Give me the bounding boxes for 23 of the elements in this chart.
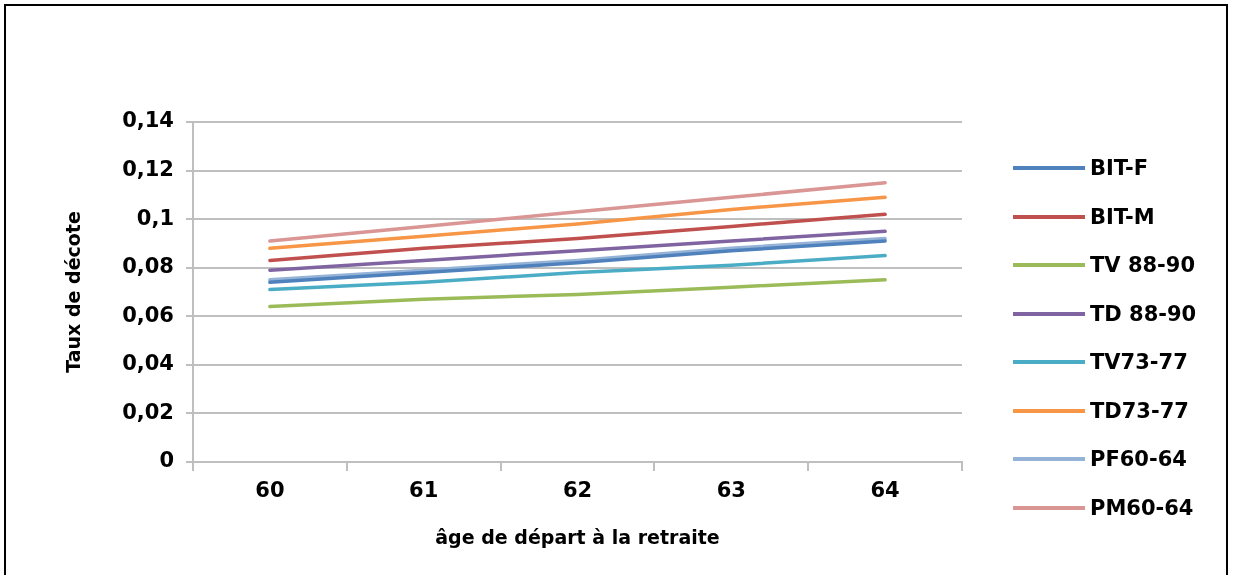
legend-label: TV 88-90 <box>1090 253 1196 278</box>
y-tick-label: 0,14 <box>122 108 174 133</box>
x-tick-label: 61 <box>409 478 439 503</box>
x-tick-label: 62 <box>562 478 593 503</box>
x-tick-label: 63 <box>716 478 746 503</box>
y-tick-label: 0,06 <box>122 302 174 327</box>
x-axis-title: âge de départ à la retraite <box>435 525 720 548</box>
legend-label: BIT-F <box>1090 156 1149 181</box>
y-tick-label: 0,04 <box>122 351 174 376</box>
y-tick-label: 0,08 <box>122 254 174 279</box>
legend-label: TV73-77 <box>1090 350 1188 375</box>
x-tick-label: 64 <box>870 478 900 503</box>
y-tick-label: 0 <box>159 448 174 473</box>
legend-label: TD73-77 <box>1090 398 1189 423</box>
legend-label: PM60-64 <box>1090 495 1194 520</box>
y-tick-label: 0,12 <box>122 157 174 182</box>
y-tick-label: 0,02 <box>122 399 174 424</box>
legend-label: TD 88-90 <box>1090 301 1197 326</box>
y-axis-title: Taux de décote <box>62 211 85 373</box>
legend-label: BIT-M <box>1090 204 1155 229</box>
x-tick-label: 60 <box>255 478 285 503</box>
legend-label: PF60-64 <box>1090 447 1187 472</box>
y-tick-label: 0,1 <box>136 205 174 230</box>
